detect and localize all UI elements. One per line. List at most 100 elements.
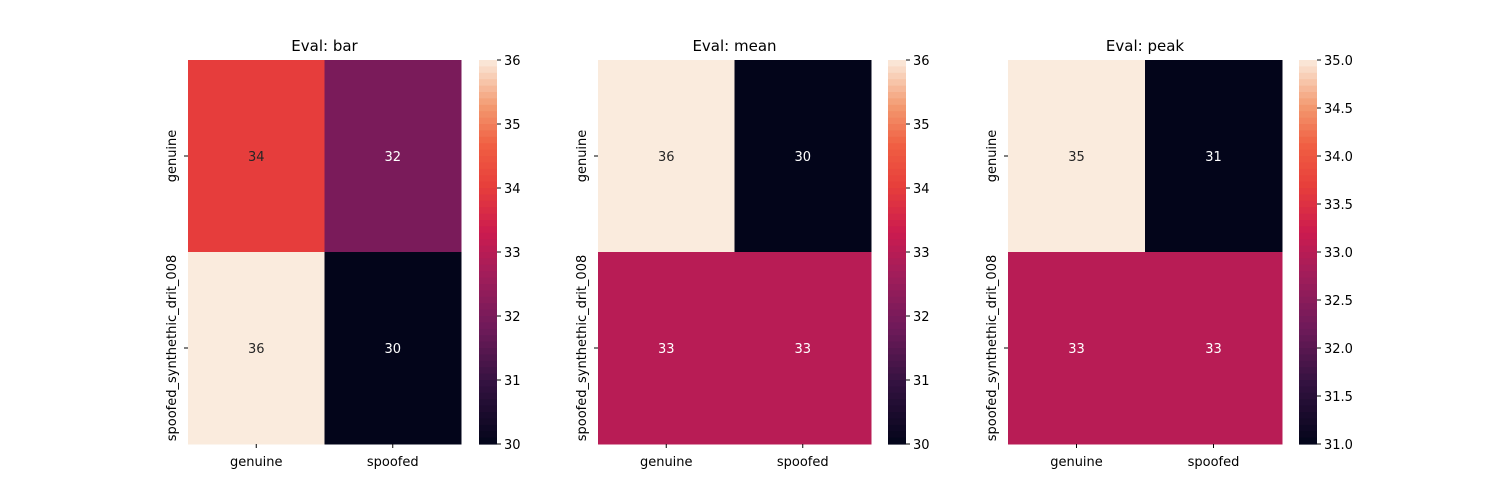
x-tick-label: spoofed (1188, 455, 1240, 470)
colorbar-segment (888, 226, 906, 234)
colorbar-segment (1299, 258, 1317, 266)
colorbar-segment (1299, 303, 1317, 311)
y-tick-label: genuine (575, 130, 590, 183)
heatmap-cell (598, 252, 735, 445)
colorbar-segment (479, 66, 497, 74)
colorbar-segment (888, 181, 906, 189)
heatmap-cell (734, 60, 872, 253)
colorbar-segment (479, 252, 497, 259)
colorbar-segment (1299, 322, 1317, 330)
colorbar-segment (479, 72, 497, 80)
colorbar-segment (888, 284, 906, 291)
colorbar-tick-label: 31 (504, 374, 521, 389)
colorbar-segment (479, 85, 497, 93)
colorbar-segment (479, 405, 497, 413)
colorbar-segment (479, 162, 497, 170)
heatmap-cell (734, 252, 872, 445)
colorbar-segment (1299, 232, 1317, 240)
colorbar-segment (479, 92, 497, 99)
colorbar-segment (479, 117, 497, 125)
colorbar-segment (479, 335, 497, 343)
colorbar-segment (479, 181, 497, 189)
colorbar-segment (1299, 399, 1317, 407)
x-tick-label: genuine (1050, 455, 1103, 470)
colorbar-segment (1299, 277, 1317, 285)
colorbar-segment (479, 271, 497, 279)
colorbar-segment (888, 245, 906, 253)
colorbar-segment (888, 143, 906, 151)
colorbar-segment (1299, 380, 1317, 387)
colorbar-segment (888, 418, 906, 426)
panel-title: Eval: peak (1106, 37, 1184, 55)
colorbar-tick-label: 30 (913, 438, 930, 453)
colorbar-segment (479, 194, 497, 202)
cell-value-label: 33 (658, 342, 675, 357)
x-tick-label: genuine (230, 455, 283, 470)
colorbar-segment (888, 431, 906, 439)
colorbar-segment (1299, 412, 1317, 419)
colorbar-segment (888, 168, 906, 176)
colorbar-tick-label: 32.0 (1324, 342, 1353, 357)
heatmap-cell (1145, 252, 1283, 445)
colorbar-segment (1299, 98, 1317, 106)
colorbar-tick-label: 31.0 (1324, 438, 1353, 453)
colorbar-segment (479, 354, 497, 362)
colorbar-segment (479, 226, 497, 234)
colorbar-segment (479, 399, 497, 407)
colorbar-segment (1299, 85, 1317, 93)
heatmap-cell (324, 60, 462, 253)
colorbar-segment (888, 437, 906, 445)
colorbar-segment (888, 136, 906, 144)
colorbar-tick-label: 34 (913, 182, 930, 197)
colorbar-segment (479, 111, 497, 119)
colorbar-segment (479, 341, 497, 349)
colorbar-segment (1299, 348, 1317, 355)
colorbar-segment (888, 303, 906, 311)
colorbar-segment (479, 130, 497, 138)
cell-value-label: 32 (384, 150, 401, 165)
colorbar-segment (888, 309, 906, 317)
colorbar-segment (888, 156, 906, 163)
colorbar-segment (888, 124, 906, 131)
colorbar-segment (888, 130, 906, 138)
colorbar-segment (479, 418, 497, 426)
colorbar-segment (479, 239, 497, 247)
colorbar-segment (479, 431, 497, 439)
colorbar-segment (888, 264, 906, 272)
colorbar-segment (1299, 373, 1317, 381)
y-tick-label: genuine (985, 130, 1000, 183)
colorbar-segment (479, 213, 497, 221)
colorbar-segment (888, 341, 906, 349)
colorbar-segment (888, 232, 906, 240)
colorbar-segment (888, 412, 906, 419)
colorbar-segment (888, 79, 906, 87)
colorbar-segment (888, 328, 906, 336)
colorbar-tick-label: 34.0 (1324, 150, 1353, 165)
colorbar-segment (888, 213, 906, 221)
colorbar-segment (479, 424, 497, 432)
colorbar-segment (888, 92, 906, 99)
colorbar-segment (479, 79, 497, 87)
colorbar-segment (1299, 66, 1317, 74)
cell-value-label: 31 (1205, 150, 1222, 165)
colorbar-segment (479, 207, 497, 215)
colorbar-segment (888, 162, 906, 170)
colorbar-tick-label: 32 (504, 310, 521, 325)
colorbar-tick-label: 32.5 (1324, 294, 1353, 309)
colorbar-segment (479, 258, 497, 266)
colorbar-segment (888, 399, 906, 407)
colorbar-segment (479, 309, 497, 317)
colorbar-segment (479, 386, 497, 394)
colorbar-segment (479, 98, 497, 106)
colorbar-segment (888, 392, 906, 400)
colorbar-tick-label: 31.5 (1324, 390, 1353, 405)
colorbar-segment (888, 117, 906, 125)
colorbar-segment (888, 98, 906, 106)
colorbar-segment (888, 405, 906, 413)
x-tick-label: spoofed (367, 455, 419, 470)
colorbar-segment (479, 245, 497, 253)
colorbar-segment (888, 335, 906, 343)
colorbar-segment (1299, 194, 1317, 202)
colorbar-segment (888, 290, 906, 298)
